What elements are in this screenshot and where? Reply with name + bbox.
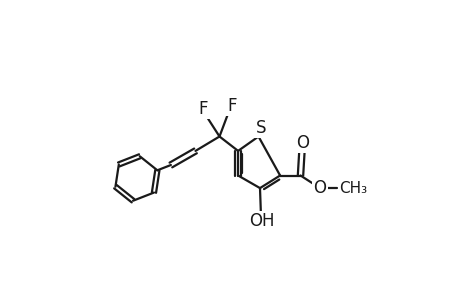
Text: O: O	[296, 134, 309, 152]
Text: F: F	[227, 97, 236, 115]
Text: O: O	[313, 179, 326, 197]
Text: CH₃: CH₃	[338, 181, 366, 196]
Text: F: F	[198, 100, 208, 118]
Text: S: S	[255, 119, 266, 137]
Text: OH: OH	[248, 212, 274, 230]
